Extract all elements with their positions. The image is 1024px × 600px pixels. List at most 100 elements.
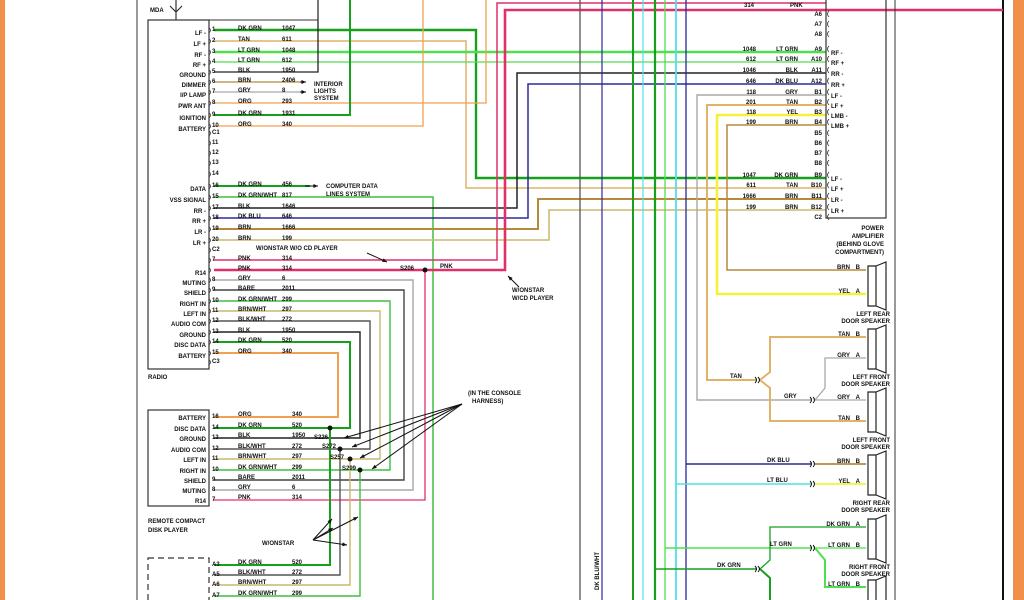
wire-color-label: PNK (790, 3, 803, 9)
circuit-number: 1048 (282, 48, 296, 54)
splice-label: S226 (314, 435, 329, 441)
wire-color-label: LT GRN (238, 48, 260, 54)
pin-terminal (208, 49, 211, 56)
pin-terminal (827, 213, 830, 221)
circuit-number: 1666 (282, 225, 296, 231)
annotation: LINES SYSTEM (326, 192, 370, 198)
pin-function: IGNITION (179, 116, 206, 122)
wire-color-label: DK GRN (238, 338, 262, 344)
pin-number: 18 (212, 215, 219, 221)
pin-terminal (208, 160, 211, 167)
wire-199 (214, 209, 826, 241)
wire-color-label: LT BLU (767, 478, 788, 484)
pin-function: MUTING (182, 281, 206, 287)
wire-radio-cd-3 (214, 310, 381, 460)
annotation: W/ONSTAR W/O CD PLAYER (256, 246, 338, 252)
splice-s257 (347, 456, 353, 462)
pin-terminal (208, 183, 211, 190)
pin-function: RR + (831, 83, 845, 89)
wire-color-label: BRN/WHT (238, 307, 267, 313)
pin-function: LF + (831, 187, 844, 193)
pin-terminal (208, 123, 211, 130)
wire-color-label: BRN (785, 194, 798, 200)
circuit-number: 611 (282, 37, 292, 43)
wire-color-label: DK GRN/WHT (238, 297, 277, 303)
wires (214, 0, 1003, 600)
wire-color-label: BLK (786, 68, 799, 74)
circuit-number: 1048 (743, 47, 757, 53)
arrow-head (328, 528, 333, 533)
pin-function: DISC DATA (174, 343, 206, 349)
pin-number: B6 (814, 141, 822, 147)
pin-terminal (208, 69, 211, 76)
pin-number: 16 (212, 183, 219, 189)
pin-number: 3 (212, 49, 216, 55)
pin-function: LR - (831, 198, 843, 204)
pin-terminal (208, 112, 211, 119)
wire-amp-tan (706, 104, 826, 381)
pin-function: DIMMER (182, 83, 207, 89)
wire-color-label: BRN/WHT (238, 454, 267, 460)
arrow-head (301, 80, 306, 84)
circuit-number: 646 (746, 79, 757, 85)
circuit-number: 118 (746, 90, 756, 96)
inline-connector-icon (809, 396, 815, 404)
onstar-module-box (147, 557, 210, 600)
annotation: LIGHTS (314, 89, 336, 95)
pin-terminal (827, 20, 830, 28)
circuit-number: 314 (292, 495, 303, 501)
wire-color-label: DK GRN (826, 522, 850, 528)
pin-terminal (827, 203, 830, 211)
annotation: (IN THE CONSOLE (468, 391, 521, 397)
pin-function: RF - (194, 53, 206, 59)
circuit-number: 272 (282, 317, 293, 323)
inline-connector-icon (809, 544, 815, 552)
circuit-number: 201 (746, 100, 757, 106)
wire-color-label: LT GRN (776, 57, 798, 63)
splice-s226 (327, 425, 333, 431)
wire-color-label: DK GRN (238, 182, 262, 188)
arrow-line (312, 539, 348, 546)
speaker-icon (867, 387, 887, 437)
pin-number: C3 (212, 359, 220, 365)
left-border (0, 0, 5, 600)
circuit-number: 611 (746, 183, 756, 189)
wire-color-label: LT GRN (238, 58, 260, 64)
speaker-label: LEFT FRONT (853, 375, 891, 381)
pin-function: LF - (831, 177, 842, 183)
pin-terminal (827, 139, 830, 147)
pin-function: MUTING (182, 489, 206, 495)
pin-number: 9 (212, 112, 216, 118)
circuit-number: 199 (282, 236, 293, 242)
pin-number: A7 (814, 22, 822, 28)
wire-color-label: PNK (238, 266, 251, 272)
inline-connector-icon (754, 565, 760, 573)
pin-function: LF + (193, 42, 206, 48)
wire-amp-yel (715, 113, 866, 296)
pin-function: DISC DATA (174, 427, 206, 433)
amplifier-label: COMPARTMENT) (835, 250, 884, 256)
radio-label: RADIO (148, 375, 168, 381)
wire-color-label: BLK/WHT (238, 317, 266, 323)
pin-number: 20 (212, 237, 219, 243)
arrow-head (382, 258, 387, 262)
annotation: W/ONSTAR (512, 288, 545, 294)
pin-letter: B (856, 543, 861, 549)
wire-314-b (214, 8, 1003, 272)
pin-function: BATTERY (178, 127, 206, 133)
splice-s206 (422, 267, 428, 273)
wire-340 (214, 0, 424, 127)
pin-function: RR + (192, 219, 206, 225)
amplifier-label: (BEHIND GLOVE (836, 242, 884, 248)
pin-number: 14 (212, 171, 219, 177)
pin-number: A9 (814, 47, 822, 53)
wire-color-label: TAN (786, 183, 798, 189)
annotation: W/CD PLAYER (512, 296, 554, 302)
pin-function: RR - (194, 209, 206, 215)
wire-520-onstar (214, 428, 331, 566)
antenna-label: MDA (150, 8, 164, 14)
circuit-number: 817 (282, 193, 293, 199)
circuit-number: 299 (292, 465, 303, 471)
pin-terminal (208, 140, 211, 147)
